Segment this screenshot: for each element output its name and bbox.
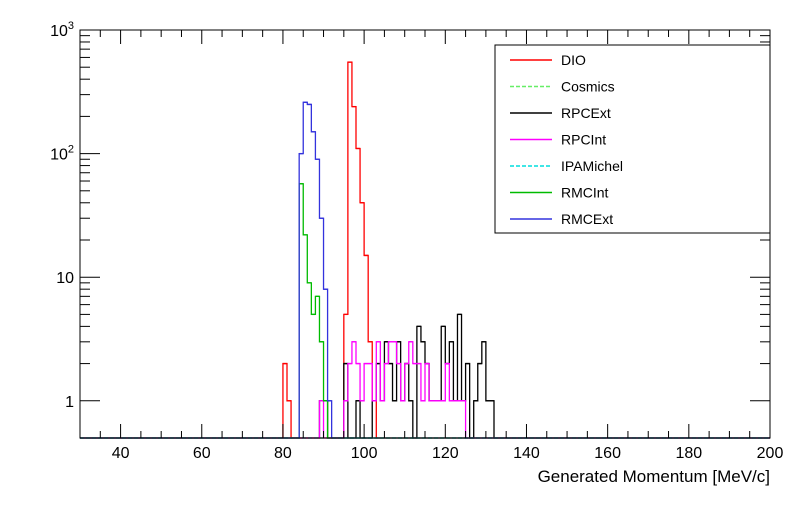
x-tick-label: 200: [757, 445, 784, 462]
x-tick-label: 140: [513, 445, 540, 462]
x-tick-label: 120: [432, 445, 459, 462]
y-tick-label: 102: [50, 144, 74, 164]
x-axis-title: Generated Momentum [MeV/c]: [538, 467, 770, 486]
y-tick-label: 10: [56, 270, 74, 287]
y-tick-label: 1: [65, 394, 74, 411]
x-tick-label: 80: [274, 445, 292, 462]
x-tick-label: 160: [594, 445, 621, 462]
legend-label: RPCExt: [561, 105, 611, 121]
legend: DIO Cosmics RPCExt RPCInt IPAMichel RMCInt RMC…: [494, 44, 771, 234]
legend-label: RMCInt: [561, 185, 609, 201]
legend-label: DIO: [561, 52, 586, 68]
legend-label: IPAMichel: [561, 158, 623, 174]
x-tick-label: 100: [351, 445, 378, 462]
legend-label: RPCInt: [561, 132, 606, 148]
x-axis: 40 60 80 100 120 140 160 180 200: [79, 30, 784, 462]
legend-label: RMCExt: [561, 211, 613, 227]
x-tick-label: 40: [112, 445, 130, 462]
x-tick-label: 60: [193, 445, 211, 462]
legend-label: Cosmics: [561, 79, 615, 95]
x-tick-label: 180: [675, 445, 702, 462]
y-tick-label: 103: [50, 20, 74, 40]
